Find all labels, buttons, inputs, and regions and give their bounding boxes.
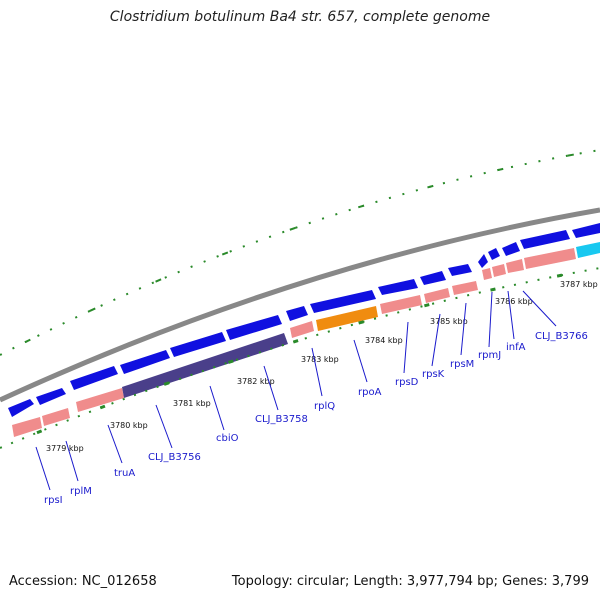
gene-label-rpsM: rpsM [450,359,474,370]
forward-genes [8,223,600,417]
kbp-label: 3785 kbp [430,317,468,326]
kbp-label: 3784 kbp [365,336,403,345]
gene-label-truA: truA [114,468,135,479]
gene-block [12,417,42,437]
gene-arrow [572,223,600,238]
gene-block [482,268,492,280]
gene-block [290,321,314,338]
gene-block [492,264,506,277]
gene-arrow [36,388,66,405]
gene-arrow [448,264,472,276]
gene-label-rplM: rplM [70,486,92,497]
gene-arrow [488,248,500,260]
gene-arrow [378,279,418,295]
leader-line [431,313,441,367]
leader-line [353,339,368,383]
gene-label-rpsI: rpsI [44,495,63,506]
gene-block [506,259,524,273]
kbp-labels: 3779 kbp 3780 kbp 3781 kbp 3782 kbp 3783… [46,280,598,453]
leader-line [107,424,123,464]
gene-block [524,248,576,269]
leader-line [35,446,51,491]
gene-label-infA: infA [506,342,526,353]
leader-line [488,291,493,348]
gene-arrow [8,399,34,417]
leader-line [155,404,173,449]
leader-line [311,347,323,397]
leader-line [522,290,557,327]
feature-track [12,242,600,437]
gene-arrow [226,315,282,340]
gene-label-rpsK: rpsK [422,369,445,380]
leader-line [209,385,225,431]
leader-line [263,365,279,411]
gene-block [76,388,124,412]
leader-lines [35,290,557,491]
gene-block [452,281,478,295]
kbp-label: 3782 kbp [237,377,275,386]
map-title: Clostridium botulinum Ba4 str. 657, comp… [109,9,491,25]
gene-label-cbiO: cbiO [216,433,239,444]
gene-arrow [310,290,376,313]
gene-arrow [520,230,570,249]
leader-line [460,302,467,356]
inner-scale-ring [0,267,600,449]
gene-labels: rpsI rplM truA CLJ_B3756 cbiO CLJ_B3758 … [44,331,588,506]
gene-label-CLJ_B3766: CLJ_B3766 [535,331,588,342]
gene-arrow [420,271,446,285]
gene-label-CLJ_B3758: CLJ_B3758 [255,414,308,425]
gene-arrow [478,254,488,268]
gene-arrow [502,242,520,256]
leader-line [507,290,515,340]
gene-block-purple [122,333,288,398]
gene-label-rpmJ: rpmJ [478,350,501,361]
kbp-label: 3786 kbp [495,297,533,306]
kbp-label: 3779 kbp [46,444,84,453]
gene-arrow [70,366,118,390]
gene-label-rpoA: rpoA [358,387,382,398]
gene-block [380,295,422,314]
kbp-label: 3781 kbp [173,399,211,408]
gene-arrow [286,306,308,321]
gene-arrow [120,350,170,374]
kbp-label: 3780 kbp [110,421,148,430]
gene-label-rpsD: rpsD [395,377,419,388]
gene-block [42,408,70,426]
gene-block-orange [316,306,378,331]
leader-line [403,321,409,374]
leader-line [65,440,79,482]
gene-block-cyan [576,242,600,258]
gene-label-rplQ: rplQ [314,401,335,412]
accession-text: Accession: NC_012658 [9,574,157,589]
genome-backbone [0,207,600,403]
gene-block [424,288,450,303]
genome-summary-text: Topology: circular; Length: 3,977,794 bp… [231,574,589,589]
kbp-label: 3787 kbp [560,280,598,289]
kbp-label: 3783 kbp [301,355,339,364]
gene-arrow [170,332,226,357]
gene-label-CLJ_B3756: CLJ_B3756 [148,452,201,463]
